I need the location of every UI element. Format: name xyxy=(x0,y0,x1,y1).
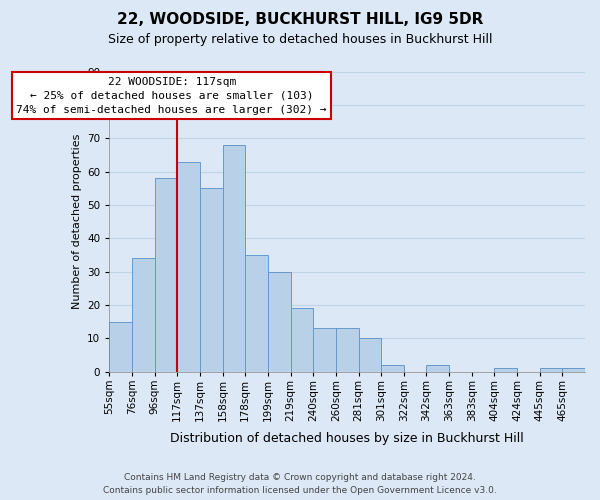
Bar xyxy=(290,308,313,372)
Bar xyxy=(381,365,404,372)
Bar xyxy=(178,162,200,372)
Bar xyxy=(359,338,381,372)
Text: 22 WOODSIDE: 117sqm
← 25% of detached houses are smaller (103)
74% of semi-detac: 22 WOODSIDE: 117sqm ← 25% of detached ho… xyxy=(16,76,327,114)
Bar xyxy=(245,255,268,372)
Bar xyxy=(155,178,178,372)
Bar xyxy=(223,145,245,372)
Bar xyxy=(268,272,290,372)
Bar xyxy=(109,322,132,372)
X-axis label: Distribution of detached houses by size in Buckhurst Hill: Distribution of detached houses by size … xyxy=(170,432,524,445)
Text: Size of property relative to detached houses in Buckhurst Hill: Size of property relative to detached ho… xyxy=(108,32,492,46)
Bar xyxy=(336,328,359,372)
Text: 22, WOODSIDE, BUCKHURST HILL, IG9 5DR: 22, WOODSIDE, BUCKHURST HILL, IG9 5DR xyxy=(117,12,483,28)
Bar xyxy=(200,188,223,372)
Y-axis label: Number of detached properties: Number of detached properties xyxy=(71,134,82,310)
Bar xyxy=(540,368,562,372)
Bar xyxy=(562,368,585,372)
Bar xyxy=(132,258,155,372)
Text: Contains HM Land Registry data © Crown copyright and database right 2024.
Contai: Contains HM Land Registry data © Crown c… xyxy=(103,474,497,495)
Bar xyxy=(427,365,449,372)
Bar xyxy=(494,368,517,372)
Bar xyxy=(313,328,336,372)
